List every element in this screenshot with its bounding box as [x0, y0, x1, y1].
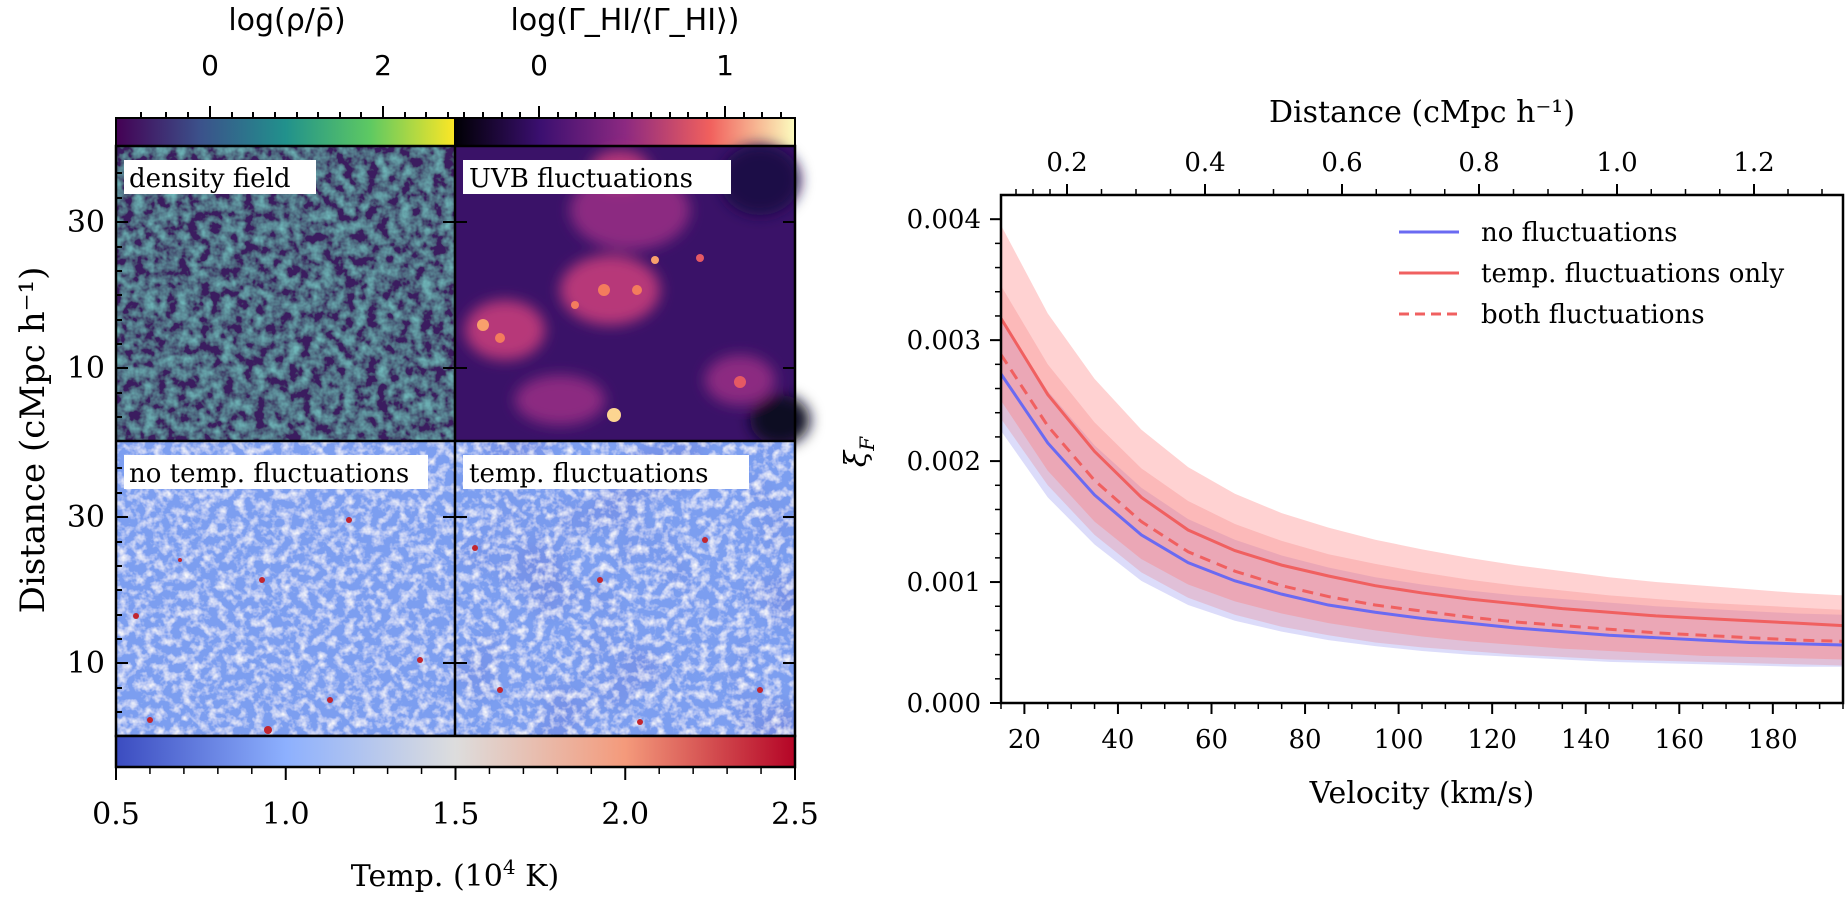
density-map — [116, 146, 455, 441]
map-label-no-temp: no temp. fluctuations — [129, 459, 409, 489]
line-both-fluctuations — [1001, 353, 1843, 643]
y-tick-label-0.001: 0.001 — [907, 568, 981, 598]
x-tick-label-160: 160 — [1654, 725, 1704, 755]
temp-colorbar-label-exp: 4 — [503, 855, 516, 879]
map-label-density: density field — [129, 164, 291, 194]
legend-label-both: both fluctuations — [1481, 300, 1705, 330]
temp-colorbar-label-pre: Temp. (10 — [351, 859, 503, 894]
uvb-colorbar: log(Γ_HI/⟨Γ_HI⟩) 0 1 — [454, 3, 796, 147]
y-tick-label-0.000: 0.000 — [907, 689, 981, 719]
density-colorbar: log(ρ/ρ̄) 0 2 — [115, 3, 456, 147]
map-ytick-10-top: 10 — [67, 351, 105, 386]
band-no-fluctuations — [1001, 318, 1843, 667]
temp-tick-label-2.0: 2.0 — [601, 797, 649, 832]
density-colorbar-tick-0: 0 — [201, 49, 219, 82]
map-labels: density field UVB fluctuations no temp. … — [124, 160, 749, 489]
uvb-colorbar-ticks — [463, 106, 782, 118]
x-tick-label-60: 60 — [1195, 725, 1228, 755]
temp-tick-label-1.5: 1.5 — [432, 797, 480, 832]
legend: no fluctuations temp. fluctuations only … — [1399, 218, 1784, 330]
density-colorbar-tick-2: 2 — [374, 49, 392, 82]
chart-top-xlabel: Distance (cMpc h⁻¹) — [1269, 95, 1575, 130]
top-tick-label-0.4: 0.4 — [1184, 148, 1225, 178]
uvb-bright-spots — [477, 170, 746, 422]
uvb-colorbar-tick-0: 0 — [530, 49, 548, 82]
temp-colorbar-label-post: K) — [516, 859, 560, 894]
top-tick-label-0.2: 0.2 — [1046, 148, 1087, 178]
density-colorbar-ticks — [140, 106, 449, 118]
temp-colorbar: 0.5 1.0 1.5 2.0 2.5 Temp. (104 K) — [92, 734, 819, 894]
band-both-fluctuations — [1001, 285, 1843, 666]
x-tick-label-140: 140 — [1561, 725, 1611, 755]
x-tick-label-80: 80 — [1289, 725, 1322, 755]
x-tick-label-180: 180 — [1748, 725, 1798, 755]
uvb-colorbar-tick-1: 1 — [716, 49, 734, 82]
top-tick-label-0.6: 0.6 — [1321, 148, 1362, 178]
density-colorbar-label: log(ρ/ρ̄) — [228, 3, 345, 38]
temp-colorbar-bar — [114, 734, 797, 769]
x-ticks: 20 40 60 80 100 120 140 160 180 — [1000, 703, 1844, 755]
density-colorbar-bar — [115, 117, 456, 147]
xi-chart: Distance (cMpc h⁻¹) 0.2 0.4 0.6 0.8 1.0 1.2 2… — [839, 95, 1845, 811]
uvb-colorbar-bar — [454, 117, 796, 147]
top-x-ticks: 0.2 0.4 0.6 0.8 1.0 1.2 — [1015, 148, 1823, 195]
temp-tick-label-1.0: 1.0 — [262, 797, 310, 832]
x-tick-label-120: 120 — [1467, 725, 1517, 755]
temp-colorbar-label: Temp. (104 K) — [351, 855, 559, 894]
map-ytick-10-bottom: 10 — [67, 646, 105, 681]
chart-ylabel-sub: F — [855, 436, 879, 452]
map-label-uvb: UVB fluctuations — [469, 164, 693, 194]
line-no-fluctuations — [1001, 373, 1843, 647]
left-panel: log(ρ/ρ̄) 0 2 log(Γ_HI/⟨Γ_HI⟩) 0 1 — [13, 3, 819, 894]
band-temp-fluctuations-only — [1001, 225, 1843, 660]
map-ytick-30-top: 30 — [67, 205, 105, 240]
uvb-colorbar-label: log(Γ_HI/⟨Γ_HI⟩) — [511, 3, 740, 38]
confidence-bands — [1001, 225, 1843, 667]
chart-ylabel: ξF — [839, 436, 879, 468]
top-tick-label-1.2: 1.2 — [1733, 148, 1774, 178]
map-label-temp: temp. fluctuations — [469, 459, 709, 489]
legend-label-temp-only: temp. fluctuations only — [1481, 259, 1784, 289]
map-ylabel: Distance (cMpc h⁻¹) — [13, 267, 53, 614]
x-tick-label-40: 40 — [1101, 725, 1134, 755]
top-tick-label-0.8: 0.8 — [1458, 148, 1499, 178]
legend-label-no-fluct: no fluctuations — [1481, 218, 1678, 248]
map-ticks — [116, 172, 795, 713]
map-ytick-30-bottom: 30 — [67, 500, 105, 535]
temp-tick-label-2.5: 2.5 — [771, 797, 819, 832]
top-tick-label-1.0: 1.0 — [1596, 148, 1637, 178]
x-tick-label-20: 20 — [1008, 725, 1041, 755]
temp-map-no-fluct — [116, 441, 455, 736]
chart-xlabel: Velocity (km/s) — [1309, 776, 1535, 811]
temp-colorbar-ticks: 0.5 1.0 1.5 2.0 2.5 — [92, 767, 819, 832]
series-lines — [1001, 317, 1843, 647]
y-tick-label-0.002: 0.002 — [907, 447, 981, 477]
temp-tick-label-0.5: 0.5 — [92, 797, 140, 832]
x-tick-label-100: 100 — [1374, 725, 1424, 755]
line-temp-fluctuations-only — [1001, 317, 1843, 628]
y-ticks: 0.000 0.001 0.002 0.003 0.004 — [907, 205, 1001, 719]
y-tick-label-0.003: 0.003 — [907, 326, 981, 356]
y-tick-label-0.004: 0.004 — [907, 205, 981, 235]
temp-map-fluct — [455, 441, 795, 736]
